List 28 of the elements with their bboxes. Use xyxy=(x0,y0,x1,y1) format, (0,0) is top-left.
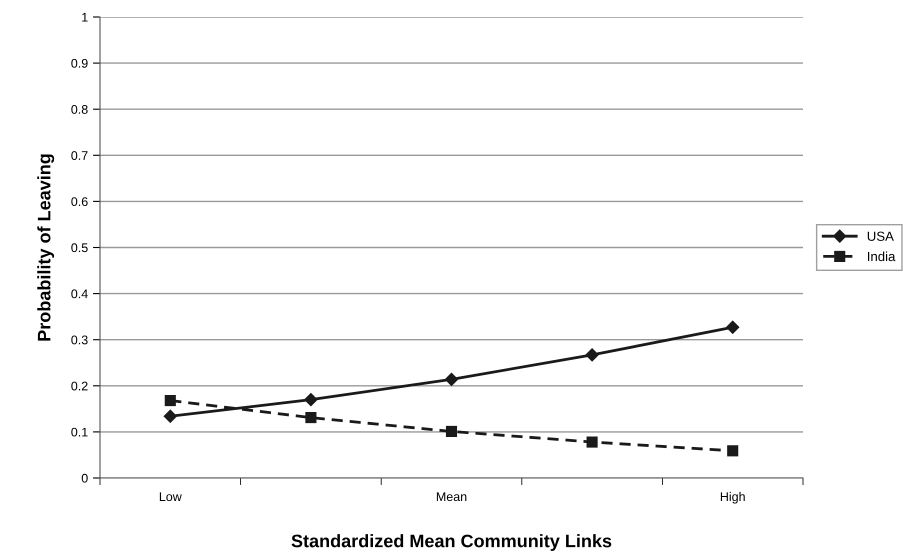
y-tick-label: 1 xyxy=(82,12,88,22)
point xyxy=(726,320,740,334)
point xyxy=(164,394,176,406)
point xyxy=(586,436,598,448)
point xyxy=(164,410,177,423)
y-tick-label: 0.6 xyxy=(71,197,88,206)
x-axis-title: Standardized Mean Community Links xyxy=(292,534,612,551)
y-axis-title: Probability of Leaving xyxy=(37,154,54,341)
point xyxy=(727,445,738,456)
y-tick-label: 0.5 xyxy=(71,243,88,252)
x-tick-label: High xyxy=(720,492,745,504)
point xyxy=(305,412,316,424)
point xyxy=(586,348,599,362)
point xyxy=(304,393,318,406)
y-tick-label: 0.4 xyxy=(71,289,88,298)
x-tick-label: Mean xyxy=(436,492,466,502)
y-tick-label: 0.1 xyxy=(71,428,88,437)
y-tick-label: 0.7 xyxy=(71,151,88,160)
point xyxy=(446,426,458,437)
point xyxy=(444,372,458,386)
y-tick-label: 0.2 xyxy=(71,382,88,390)
y-tick-label: 0.3 xyxy=(71,336,88,344)
legend-label: India xyxy=(868,251,896,262)
x-tick-label: Low xyxy=(160,492,182,502)
y-tick-label: 0.8 xyxy=(71,105,88,114)
legend-label: USA xyxy=(868,232,894,241)
y-tick-label: 0.9 xyxy=(71,58,88,68)
y-tick-label: 0 xyxy=(82,474,88,483)
